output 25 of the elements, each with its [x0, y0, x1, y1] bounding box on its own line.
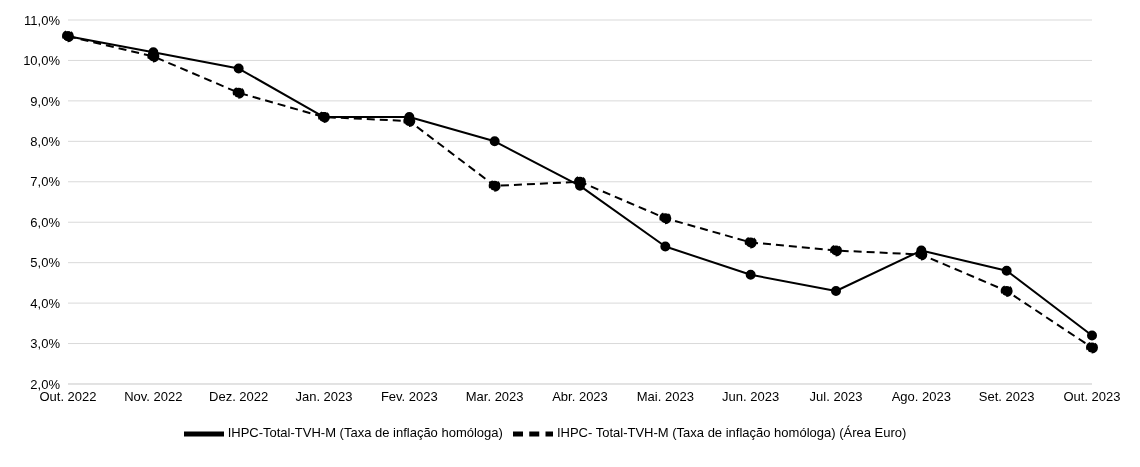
x-tick-label: Jul. 2023 — [809, 389, 863, 405]
y-tick-label: 10,0% — [23, 53, 61, 69]
y-tick-label: 4,0% — [30, 295, 61, 311]
y-tick-label: 11,0% — [24, 12, 61, 28]
y-tick-label: 7,0% — [30, 174, 61, 190]
x-tick-label: Out. 2023 — [1063, 389, 1121, 405]
y-tick-label: 9,0% — [30, 93, 61, 109]
x-tick-label: Mai. 2023 — [636, 389, 694, 405]
y-tick-label: 3,0% — [30, 336, 61, 352]
x-tick-label: Nov. 2022 — [124, 389, 183, 405]
x-tick-label: Dez. 2022 — [209, 389, 269, 405]
x-tick-label: Abr. 2023 — [552, 389, 608, 405]
y-tick-label: 6,0% — [30, 214, 61, 230]
legend-label: IHPC-Total-TVH-M (Taxa de inflação homóloga) — [227, 425, 503, 441]
y-tick-label: 2,0% — [30, 376, 61, 392]
x-tick-label: Jun. 2023 — [722, 389, 780, 405]
x-tick-label: Fev. 2023 — [380, 389, 438, 405]
x-tick-label: Jan. 2023 — [295, 389, 353, 405]
y-tick-label: 8,0% — [30, 133, 61, 149]
x-tick-label: Ago. 2023 — [891, 389, 951, 405]
x-tick-label: Set. 2023 — [978, 389, 1035, 405]
y-tick-label: 5,0% — [30, 255, 61, 271]
x-tick-label: Out. 2022 — [39, 389, 97, 405]
legend-label: IHPC- Total-TVH-M (Taxa de inflação homóloga) (Área Euro) — [556, 425, 907, 441]
x-tick-label: Mar. 2023 — [465, 389, 524, 405]
